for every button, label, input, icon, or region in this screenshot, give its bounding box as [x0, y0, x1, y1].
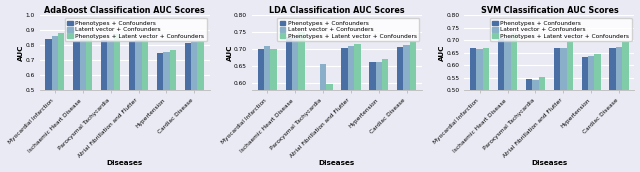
Title: SVM Classification AUC Scores: SVM Classification AUC Scores: [481, 6, 618, 15]
Bar: [58, 33, 65, 165]
Legend: Phenotypes + Confounders, Latent vector + Confounders, Phenotypes + Latent vecto: Phenotypes + Confounders, Latent vector …: [277, 18, 419, 41]
Bar: [498, 38, 504, 172]
Bar: [264, 46, 271, 172]
Bar: [539, 77, 545, 172]
Bar: [403, 45, 410, 172]
Y-axis label: AUC: AUC: [227, 44, 232, 61]
Bar: [73, 41, 79, 165]
Bar: [483, 48, 490, 172]
Bar: [560, 48, 566, 172]
Bar: [45, 39, 52, 165]
Legend: Phenotypes + Confounders, Latent vector + Confounders, Phenotypes + Latent vecto: Phenotypes + Confounders, Latent vector …: [65, 18, 207, 41]
Title: AdaBoost Classification AUC Scores: AdaBoost Classification AUC Scores: [44, 6, 205, 15]
Bar: [258, 49, 264, 172]
Bar: [532, 80, 539, 172]
Bar: [470, 48, 476, 172]
Bar: [354, 44, 360, 172]
Y-axis label: AUC: AUC: [18, 44, 24, 61]
Title: LDA Classification AUC Scores: LDA Classification AUC Scores: [269, 6, 404, 15]
Bar: [129, 41, 135, 165]
Bar: [271, 49, 277, 172]
Bar: [476, 49, 483, 172]
Bar: [292, 36, 298, 172]
Bar: [397, 47, 403, 172]
Bar: [369, 62, 376, 172]
Bar: [86, 38, 92, 165]
Bar: [191, 42, 198, 165]
Bar: [298, 32, 305, 172]
Bar: [185, 43, 191, 165]
Bar: [114, 34, 120, 165]
Bar: [198, 41, 204, 165]
Bar: [314, 99, 320, 172]
Bar: [163, 51, 170, 165]
Bar: [566, 42, 573, 172]
X-axis label: Diseases: Diseases: [319, 160, 355, 166]
Bar: [622, 42, 628, 172]
Bar: [616, 47, 622, 172]
Bar: [285, 37, 292, 172]
Bar: [588, 56, 595, 172]
Y-axis label: AUC: AUC: [439, 44, 445, 61]
Bar: [410, 41, 417, 172]
Bar: [135, 40, 141, 165]
Bar: [108, 40, 114, 165]
Bar: [326, 84, 333, 172]
Bar: [376, 62, 382, 172]
Bar: [157, 53, 163, 165]
Bar: [511, 33, 517, 172]
Bar: [79, 39, 86, 165]
Bar: [141, 39, 148, 165]
Bar: [526, 79, 532, 172]
X-axis label: Diseases: Diseases: [106, 160, 143, 166]
Bar: [554, 48, 560, 172]
Bar: [595, 54, 601, 172]
Bar: [582, 57, 588, 172]
Bar: [341, 48, 348, 172]
Bar: [320, 64, 326, 172]
X-axis label: Diseases: Diseases: [531, 160, 568, 166]
Bar: [170, 50, 176, 165]
Bar: [382, 60, 388, 172]
Bar: [504, 37, 511, 172]
Bar: [52, 36, 58, 165]
Bar: [609, 48, 616, 172]
Bar: [101, 40, 108, 165]
Bar: [348, 46, 354, 172]
Legend: Phenotypes + Confounders, Latent vector + Confounders, Phenotypes + Latent vecto: Phenotypes + Confounders, Latent vector …: [490, 18, 632, 41]
